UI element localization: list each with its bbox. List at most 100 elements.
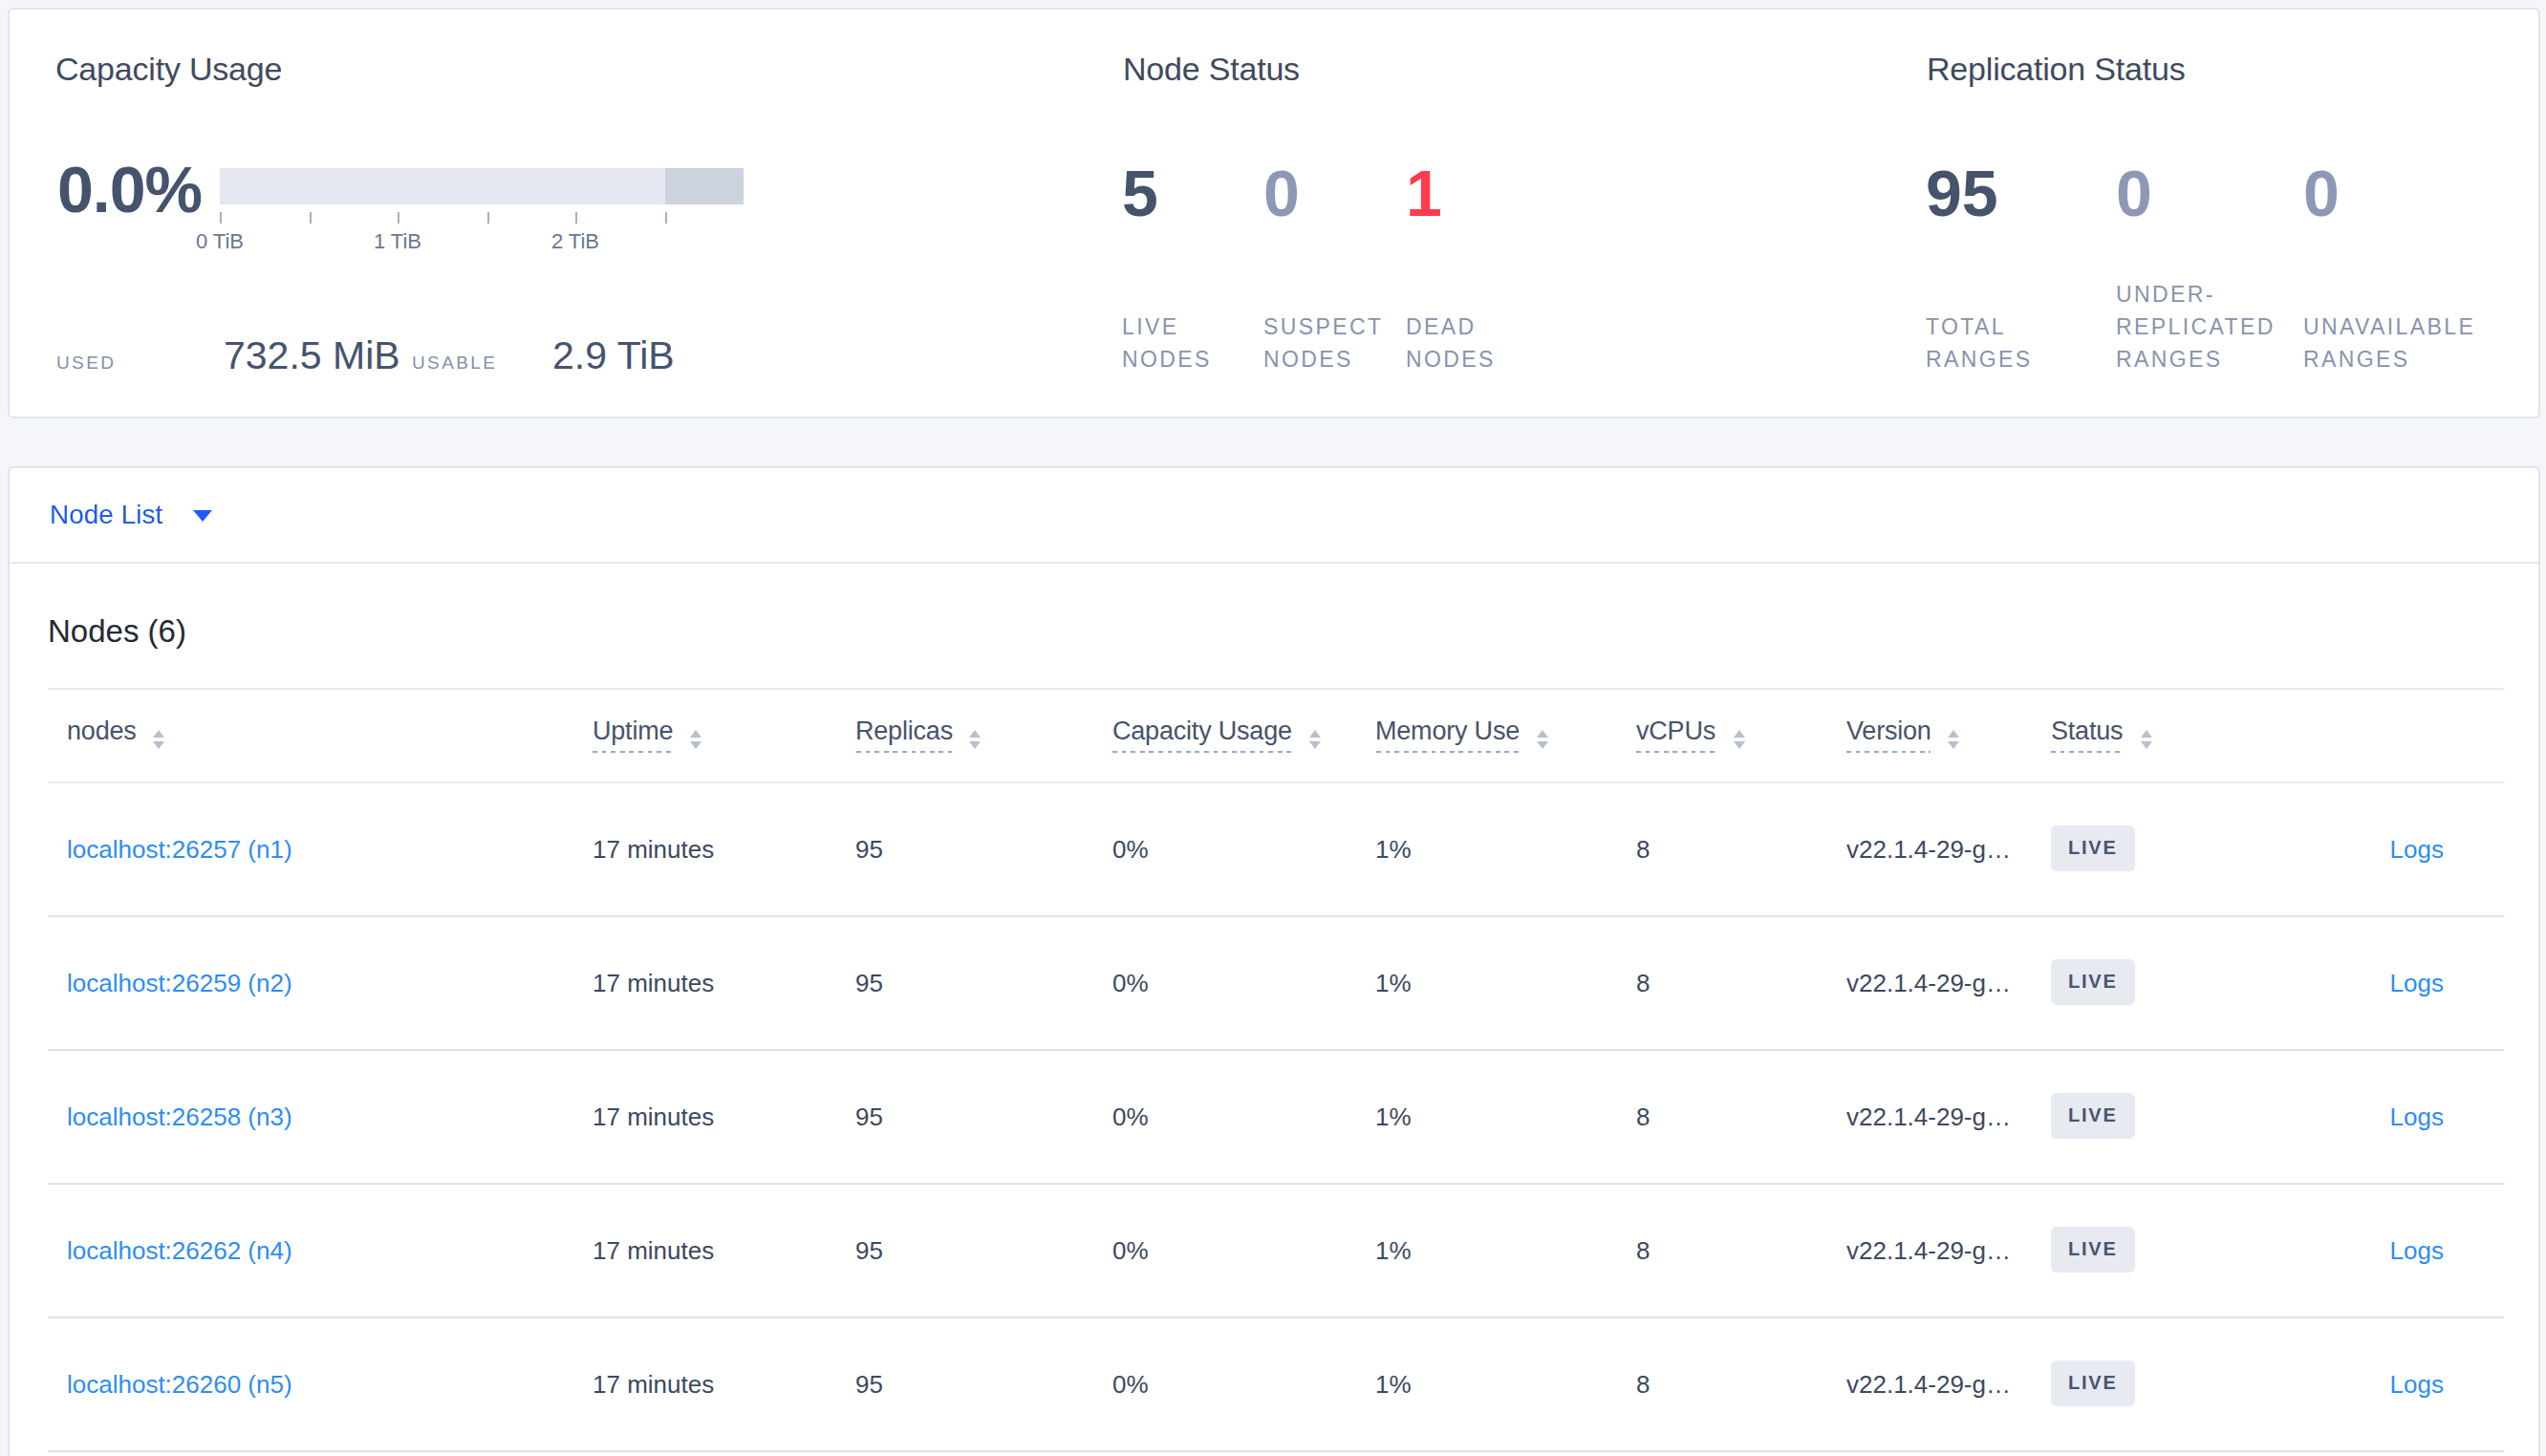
node-address-cell: localhost:26257 (n1) [47, 782, 593, 915]
column-label[interactable]: Replicas [855, 717, 953, 753]
capacity-usage-cell: 0% [1112, 1049, 1375, 1183]
nodes-table: nodes Uptime Replicas Capacity Usage Memory … [47, 687, 2503, 1451]
view-selector-label[interactable]: Node List [50, 499, 162, 529]
vcpus-cell: 8 [1636, 782, 1846, 915]
sort-arrows-icon[interactable] [690, 730, 701, 749]
sort-arrows-icon[interactable] [2140, 730, 2151, 749]
version-cell: v22.1.4-29-g… [1846, 1317, 2051, 1450]
sort-asc-icon [690, 730, 701, 738]
uptime-cell: 17 minutes [593, 1317, 855, 1450]
column-header-logs [2252, 688, 2503, 782]
status-badge: LIVE [2051, 1228, 2135, 1273]
replicas-cell: 95 [855, 1183, 1112, 1317]
column-label[interactable]: Status [2051, 717, 2123, 753]
logs-link[interactable]: Logs [2390, 968, 2444, 996]
column-header-version[interactable]: Version [1846, 688, 2051, 782]
node-address-cell: localhost:26262 (n4) [47, 1183, 593, 1317]
status-cell: LIVE [2051, 915, 2252, 1049]
vcpus-cell: 8 [1636, 1317, 1846, 1450]
column-label[interactable]: vCPUs [1636, 717, 1715, 753]
logs-link[interactable]: Logs [2390, 1369, 2444, 1398]
column-label[interactable]: Uptime [593, 717, 673, 753]
view-selector-bar: Node List [9, 467, 2537, 563]
table-header-row: nodes Uptime Replicas Capacity Usage Memory … [47, 688, 2503, 782]
replication-status-stats: 95TOTAL RANGES0UNDER-REPLICATED RANGES0U… [9, 10, 2537, 417]
replication-label: TOTAL RANGES [1926, 311, 2113, 376]
node-address-cell: localhost:26259 (n2) [47, 915, 593, 1049]
memory-use-cell: 1% [1375, 915, 1636, 1049]
capacity-usage-cell: 0% [1112, 782, 1375, 915]
version-cell: v22.1.4-29-g… [1846, 1183, 2051, 1317]
memory-use-cell: 1% [1375, 1183, 1636, 1317]
sort-asc-icon [1733, 730, 1744, 738]
sort-arrows-icon[interactable] [1949, 730, 1960, 749]
memory-use-cell: 1% [1375, 1049, 1636, 1183]
logs-link[interactable]: Logs [2390, 1235, 2444, 1264]
node-address-link[interactable]: localhost:26262 (n4) [67, 1235, 292, 1264]
logs-cell: Logs [2252, 915, 2503, 1049]
sort-desc-icon [154, 741, 165, 749]
column-header-replicas[interactable]: Replicas [855, 688, 1112, 782]
sort-arrows-icon[interactable] [970, 730, 982, 749]
column-header-nodes[interactable]: nodes [47, 688, 593, 782]
uptime-cell: 17 minutes [593, 782, 855, 915]
sort-arrows-icon[interactable] [154, 730, 165, 749]
node-address-link[interactable]: localhost:26258 (n3) [67, 1102, 292, 1130]
status-cell: LIVE [2051, 1317, 2252, 1450]
status-badge: LIVE [2051, 826, 2135, 871]
sort-desc-icon [690, 741, 701, 749]
uptime-cell: 17 minutes [593, 1183, 855, 1317]
column-header-memory-use[interactable]: Memory Use [1375, 688, 1636, 782]
table-row: localhost:26262 (n4)17 minutes950%1%8v22… [47, 1183, 2503, 1317]
nodes-count-title: Nodes (6) [48, 615, 186, 647]
cluster-summary-card: Capacity Usage 0.0% 0 TiB 1 TiB 2 TiB US… [7, 8, 2539, 418]
uptime-cell: 17 minutes [593, 1049, 855, 1183]
sort-desc-icon [1537, 741, 1548, 749]
column-label[interactable]: Capacity Usage [1112, 717, 1292, 753]
status-badge: LIVE [2051, 1361, 2135, 1406]
version-cell: v22.1.4-29-g… [1846, 782, 2051, 915]
column-header-capacity-usage[interactable]: Capacity Usage [1112, 688, 1375, 782]
sort-asc-icon [1309, 730, 1321, 738]
logs-cell: Logs [2252, 1183, 2503, 1317]
sort-desc-icon [1733, 741, 1744, 749]
sort-arrows-icon[interactable] [1309, 730, 1321, 749]
column-label[interactable]: nodes [67, 717, 137, 753]
sort-asc-icon [2140, 730, 2151, 738]
table-row: localhost:26260 (n5)17 minutes950%1%8v22… [47, 1317, 2503, 1450]
replication-value: 0 [2116, 161, 2152, 225]
replication-label: UNDER-REPLICATED RANGES [2116, 279, 2303, 376]
sort-desc-icon [1309, 741, 1321, 749]
capacity-usage-cell: 0% [1112, 1183, 1375, 1317]
column-header-vcpus[interactable]: vCPUs [1636, 688, 1846, 782]
status-badge: LIVE [2051, 1094, 2135, 1139]
status-badge: LIVE [2051, 960, 2135, 1005]
replicas-cell: 95 [855, 1049, 1112, 1183]
replicas-cell: 95 [855, 1317, 1112, 1450]
column-header-status[interactable]: Status [2051, 688, 2252, 782]
node-address-cell: localhost:26260 (n5) [47, 1317, 593, 1450]
node-address-link[interactable]: localhost:26260 (n5) [67, 1369, 292, 1398]
sort-arrows-icon[interactable] [1537, 730, 1548, 749]
view-selector-dropdown[interactable]: Node List [50, 467, 212, 561]
column-header-uptime[interactable]: Uptime [593, 688, 855, 782]
replicas-cell: 95 [855, 915, 1112, 1049]
node-address-link[interactable]: localhost:26259 (n2) [67, 968, 292, 996]
logs-link[interactable]: Logs [2390, 1102, 2444, 1130]
sort-asc-icon [1949, 730, 1960, 738]
status-cell: LIVE [2051, 1183, 2252, 1317]
replication-label: UNAVAILABLE RANGES [2303, 311, 2491, 376]
version-cell: v22.1.4-29-g… [1846, 915, 2051, 1049]
logs-link[interactable]: Logs [2390, 834, 2444, 863]
column-label[interactable]: Memory Use [1375, 717, 1520, 753]
sort-arrows-icon[interactable] [1733, 730, 1744, 749]
column-label[interactable]: Version [1846, 717, 1931, 753]
replicas-cell: 95 [855, 782, 1112, 915]
node-address-link[interactable]: localhost:26257 (n1) [67, 834, 292, 863]
sort-desc-icon [1949, 741, 1960, 749]
memory-use-cell: 1% [1375, 782, 1636, 915]
capacity-usage-cell: 0% [1112, 1317, 1375, 1450]
vcpus-cell: 8 [1636, 915, 1846, 1049]
table-row: localhost:26259 (n2)17 minutes950%1%8v22… [47, 915, 2503, 1049]
capacity-usage-cell: 0% [1112, 915, 1375, 1049]
